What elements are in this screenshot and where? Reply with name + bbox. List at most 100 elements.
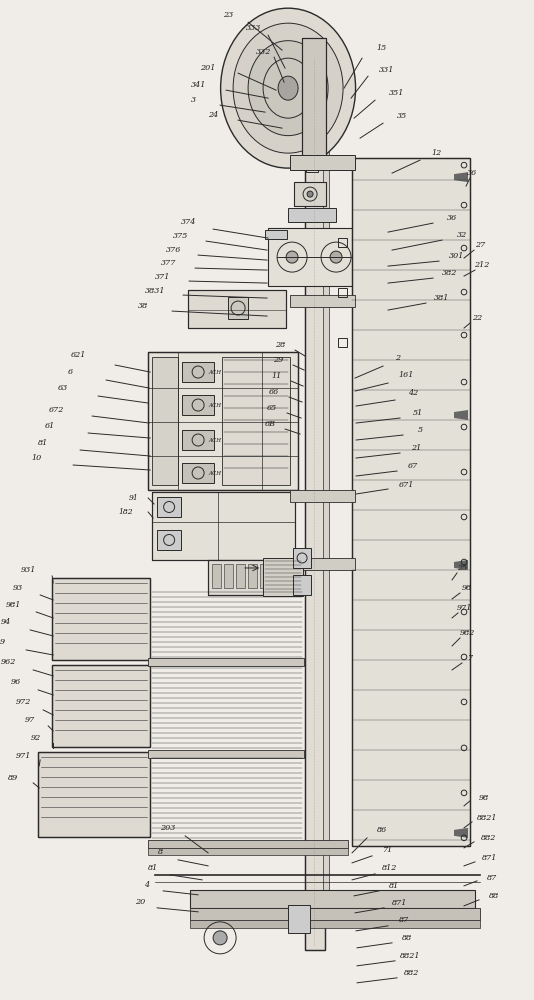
Text: 65: 65 — [267, 404, 277, 412]
Text: 38: 38 — [138, 302, 148, 310]
Bar — [38, 752, 150, 837]
Circle shape — [213, 931, 227, 945]
Bar — [190, 920, 480, 928]
Text: 88: 88 — [402, 934, 412, 942]
Bar — [148, 658, 304, 666]
Text: 10: 10 — [31, 454, 41, 462]
Bar — [305, 55, 325, 950]
Bar — [190, 908, 480, 920]
Text: 962: 962 — [1, 658, 16, 666]
Bar — [148, 352, 298, 490]
Text: 8: 8 — [158, 848, 163, 856]
Bar — [302, 38, 326, 168]
Bar — [52, 578, 150, 660]
Text: 81: 81 — [38, 439, 48, 447]
Bar — [290, 490, 355, 502]
Text: 20: 20 — [135, 898, 145, 906]
Bar — [338, 238, 347, 247]
Bar — [293, 548, 311, 568]
Bar — [148, 840, 348, 848]
Text: 29: 29 — [273, 356, 283, 364]
Bar — [248, 564, 257, 588]
Polygon shape — [454, 410, 468, 420]
Text: 376: 376 — [166, 246, 181, 254]
Text: 882: 882 — [481, 834, 497, 842]
Bar — [352, 158, 470, 846]
Bar — [228, 297, 248, 319]
Text: 333: 333 — [246, 24, 261, 32]
Bar — [208, 560, 296, 595]
Bar — [182, 395, 214, 415]
Bar — [188, 290, 286, 328]
Text: 3: 3 — [191, 96, 195, 104]
Bar — [305, 55, 325, 950]
Text: 97: 97 — [25, 716, 35, 724]
Text: 66: 66 — [269, 388, 279, 396]
Text: 971: 971 — [457, 604, 472, 612]
Text: 374: 374 — [180, 218, 196, 226]
Text: 371: 371 — [154, 273, 170, 281]
Text: 21: 21 — [411, 444, 421, 452]
Text: 11: 11 — [271, 372, 281, 380]
Text: 971: 971 — [15, 752, 31, 760]
Text: 6B: 6B — [264, 420, 276, 428]
Polygon shape — [454, 560, 468, 570]
Bar — [182, 463, 214, 483]
Bar — [352, 230, 368, 239]
Circle shape — [307, 191, 313, 197]
Text: 332: 332 — [255, 48, 271, 56]
Bar — [268, 228, 356, 286]
Bar — [236, 564, 245, 588]
Text: 96: 96 — [11, 678, 21, 686]
Bar — [157, 497, 181, 517]
Text: 12: 12 — [432, 149, 442, 157]
Bar — [182, 430, 214, 450]
Text: 382: 382 — [442, 269, 458, 277]
Text: 5: 5 — [418, 426, 422, 434]
Bar — [152, 357, 178, 485]
Text: 6: 6 — [68, 368, 73, 376]
Bar — [290, 558, 355, 570]
Text: 4: 4 — [144, 881, 148, 889]
Bar — [265, 230, 287, 239]
Bar — [293, 575, 311, 595]
Bar — [263, 558, 303, 596]
Bar — [212, 564, 221, 588]
Bar — [52, 665, 150, 747]
Text: 61: 61 — [45, 422, 56, 430]
Text: 982: 982 — [459, 629, 475, 637]
Text: 871: 871 — [482, 854, 498, 862]
Text: 972: 972 — [15, 698, 31, 706]
Text: 341: 341 — [191, 81, 206, 89]
Text: 672: 672 — [49, 406, 64, 414]
Text: ACH: ACH — [209, 370, 222, 375]
Text: 36: 36 — [447, 214, 457, 222]
Text: 92: 92 — [31, 734, 41, 742]
Text: 381: 381 — [434, 294, 450, 302]
Bar — [190, 890, 475, 908]
Ellipse shape — [278, 76, 298, 100]
Text: 671: 671 — [398, 481, 414, 489]
Bar — [222, 357, 290, 485]
Text: 8821: 8821 — [477, 814, 497, 822]
Text: 331: 331 — [379, 66, 395, 74]
Bar — [302, 38, 326, 168]
Text: 931: 931 — [20, 566, 36, 574]
Bar — [288, 905, 310, 933]
Text: 91: 91 — [128, 494, 138, 502]
Text: 8821: 8821 — [400, 952, 420, 960]
Text: 63: 63 — [58, 384, 68, 392]
Bar — [188, 290, 286, 328]
Text: 377: 377 — [160, 259, 176, 267]
Ellipse shape — [233, 23, 343, 153]
Bar — [152, 492, 295, 560]
Text: 24: 24 — [208, 111, 218, 119]
Bar — [52, 578, 150, 660]
Polygon shape — [454, 172, 468, 182]
Text: 871: 871 — [392, 899, 408, 907]
Bar — [260, 564, 269, 588]
Circle shape — [286, 251, 298, 263]
Text: 71: 71 — [382, 846, 392, 854]
Text: ACH: ACH — [209, 403, 222, 408]
Text: 981: 981 — [5, 601, 21, 609]
